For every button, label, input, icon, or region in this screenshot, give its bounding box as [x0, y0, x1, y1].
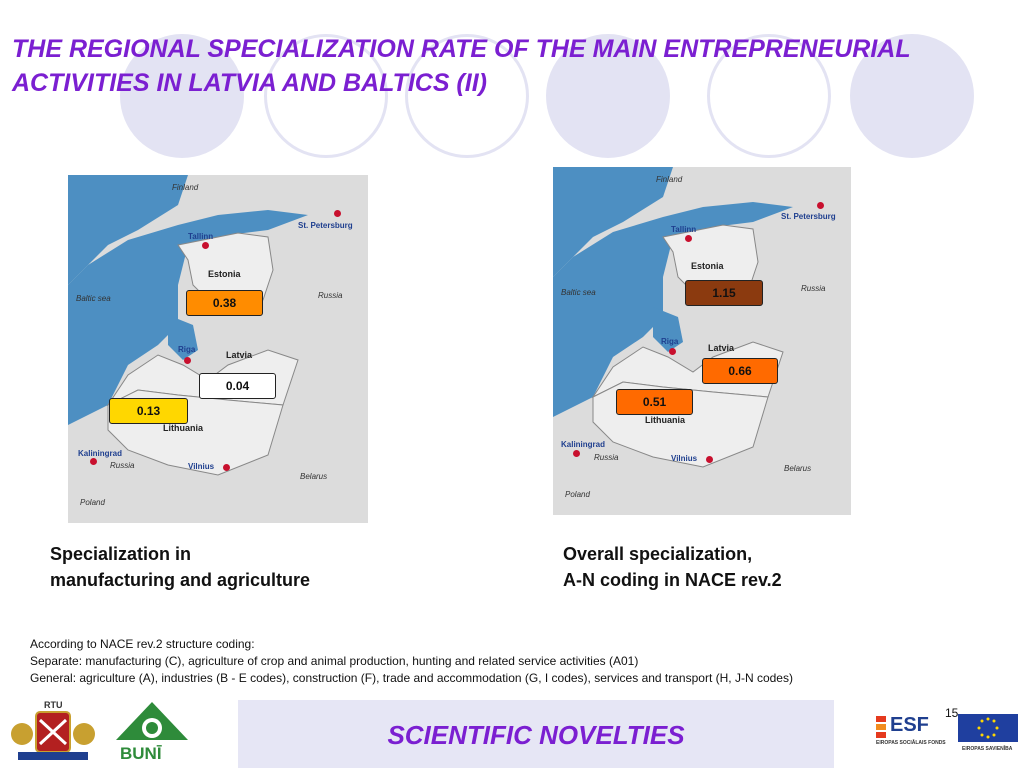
label-st-petersburg: St. Petersburg — [298, 221, 353, 230]
value-box-latvia: 0.66 — [702, 358, 778, 384]
label-kaliningrad: Kaliningrad — [78, 449, 123, 458]
note-line: Separate: manufacturing (C), agriculture… — [30, 654, 639, 668]
label-latvia: Latvia — [226, 350, 253, 360]
map-right: Finland St. Petersburg Tallinn Estonia B… — [553, 167, 851, 515]
caption-left-line2: manufacturing and agriculture — [50, 570, 311, 590]
caption-right-line2: A-N coding in NACE rev.2 — [563, 570, 782, 590]
esf-logo: ESF EIROPAS SOCIĀLAIS FONDS — [876, 714, 946, 764]
value-box-lithuania: 0.13 — [109, 398, 188, 424]
label-lithuania: Lithuania — [163, 423, 203, 433]
note-line: According to NACE rev.2 structure coding… — [30, 637, 255, 651]
decor-circle — [405, 34, 529, 158]
label-riga: Riga — [178, 345, 196, 354]
eu-logo: EIROPAS SAVIENĪBA — [958, 714, 1018, 764]
label-finland: Finland — [656, 175, 683, 184]
label-tallinn: Tallinn — [671, 225, 697, 234]
esf-logo-subtext: EIROPAS SOCIĀLAIS FONDS — [876, 740, 946, 746]
label-russia: Russia — [801, 284, 826, 293]
label-belarus: Belarus — [784, 464, 812, 473]
nace-notes: According to NACE rev.2 structure coding… — [30, 636, 793, 687]
label-poland: Poland — [80, 498, 105, 507]
label-baltic-sea: Baltic sea — [76, 294, 111, 303]
buni-logo: BUNĪ — [112, 700, 192, 766]
map-left: Finland St. Petersburg Tallinn Estonia B… — [68, 175, 368, 523]
city-dot-tallinn — [202, 242, 209, 249]
label-russia-kaliningrad: Russia — [594, 453, 619, 462]
caption-right-line1: Overall specialization, — [563, 544, 753, 564]
value-box-estonia: 0.38 — [186, 290, 263, 316]
esf-logo-text: ESF — [890, 714, 929, 736]
label-vilnius: Vilnius — [188, 462, 215, 471]
label-kaliningrad: Kaliningrad — [561, 440, 606, 449]
city-dot-st-petersburg — [817, 202, 824, 209]
city-dot-vilnius — [223, 464, 230, 471]
label-baltic-sea: Baltic sea — [561, 288, 596, 297]
decor-circle — [546, 34, 670, 158]
label-finland: Finland — [172, 183, 199, 192]
buni-house-icon — [116, 702, 188, 740]
city-dot-vilnius — [706, 456, 713, 463]
value-box-lithuania: 0.51 — [616, 389, 693, 415]
decor-circle — [850, 34, 974, 158]
label-st-petersburg: St. Petersburg — [781, 212, 836, 221]
city-dot-st-petersburg — [334, 210, 341, 217]
eu-logo-subtext: EIROPAS SAVIENĪBA — [962, 746, 1013, 752]
caption-left-line1: Specialization in — [50, 544, 192, 564]
rtu-crest-icon — [11, 711, 95, 760]
label-poland: Poland — [565, 490, 590, 499]
eu-flag-icon — [958, 714, 1018, 742]
label-tallinn: Tallinn — [188, 232, 214, 241]
banner-title: SCIENTIFIC NOVELTIES — [387, 720, 685, 750]
city-dot-tallinn — [685, 235, 692, 242]
rtu-logo-text: RTU — [44, 700, 63, 710]
city-dot-riga — [669, 348, 676, 355]
esf-mark-icon — [876, 716, 886, 738]
buni-logo-text: BUNĪ — [120, 744, 162, 763]
decor-circle — [120, 34, 244, 158]
caption-right: Overall specialization, A-N coding in NA… — [563, 541, 782, 593]
label-riga: Riga — [661, 337, 679, 346]
decor-circle — [264, 34, 388, 158]
city-dot-kaliningrad — [90, 458, 97, 465]
page-title: THE REGIONAL SPECIALIZATION RATE OF THE … — [12, 35, 911, 97]
note-line: General: agriculture (A), industries (B … — [30, 671, 793, 685]
label-latvia: Latvia — [708, 343, 735, 353]
decor-circle — [707, 34, 831, 158]
value-box-estonia: 1.15 — [685, 280, 763, 306]
label-russia: Russia — [318, 291, 343, 300]
city-dot-kaliningrad — [573, 450, 580, 457]
label-estonia: Estonia — [691, 261, 724, 271]
value-box-latvia: 0.04 — [199, 373, 276, 399]
page-number: 15 — [945, 706, 959, 720]
label-russia-kaliningrad: Russia — [110, 461, 135, 470]
city-dot-riga — [184, 357, 191, 364]
caption-left: Specialization in manufacturing and agri… — [50, 541, 310, 593]
label-lithuania: Lithuania — [645, 415, 685, 425]
label-estonia: Estonia — [208, 269, 241, 279]
rtu-logo: RTU — [8, 700, 98, 764]
label-belarus: Belarus — [300, 472, 328, 481]
footer-banner: SCIENTIFIC NOVELTIES — [238, 700, 834, 768]
label-vilnius: Vilnius — [671, 454, 698, 463]
